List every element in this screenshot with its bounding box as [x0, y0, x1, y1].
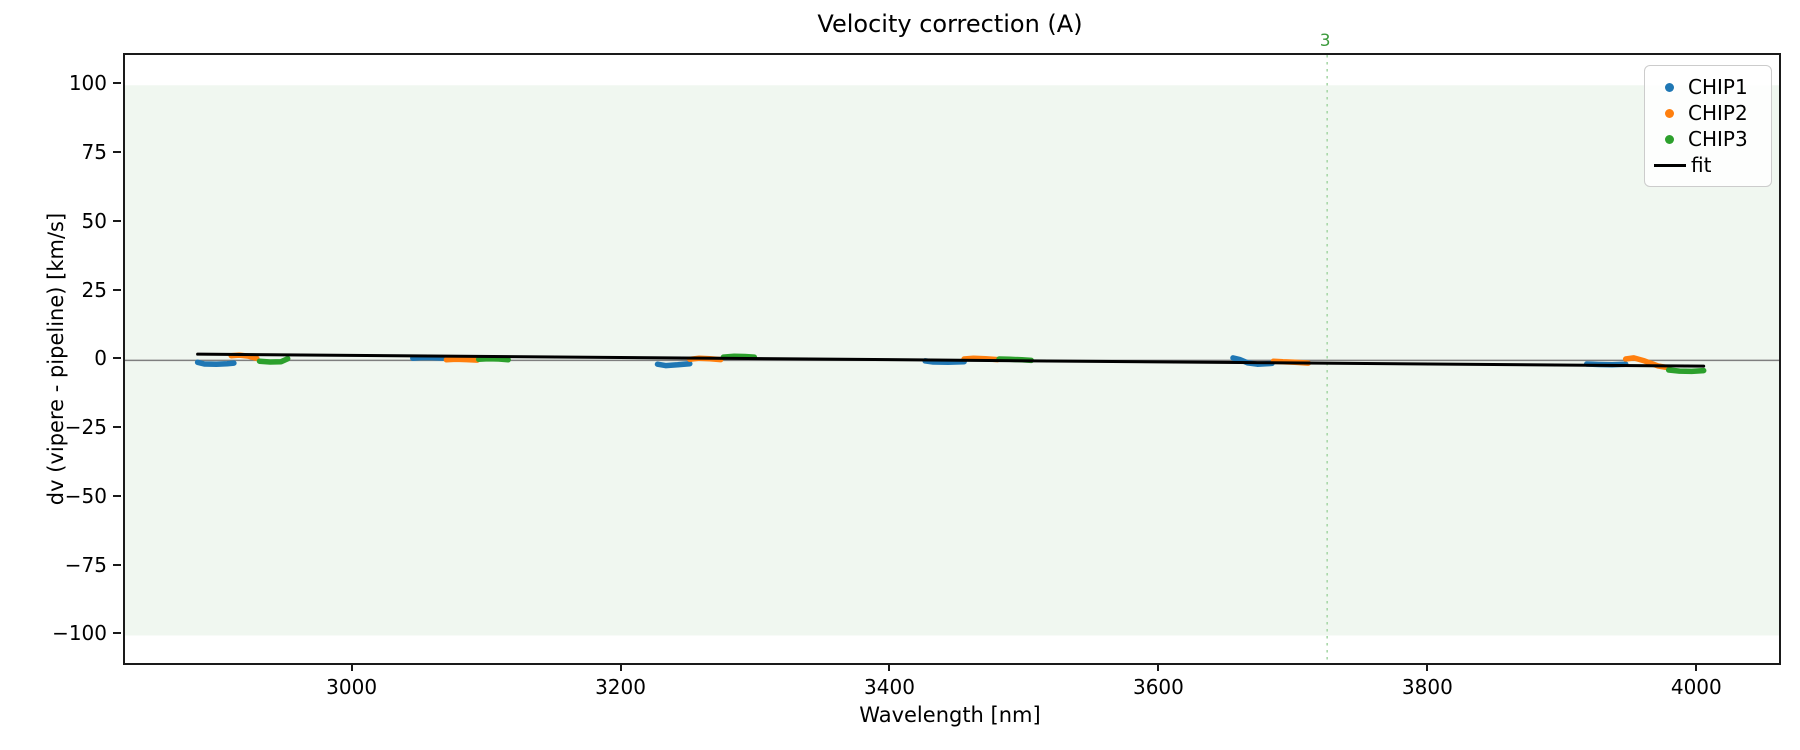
scatter-cluster-chip1	[410, 354, 448, 361]
legend-label: CHIP1	[1688, 75, 1748, 99]
scatter-cluster-chip3	[475, 355, 511, 363]
y-tick-mark	[113, 82, 121, 85]
legend-item-chip3: CHIP3	[1653, 126, 1761, 152]
y-tick-mark	[113, 151, 121, 154]
y-tick-mark	[113, 632, 121, 635]
y-tick-mark	[113, 288, 121, 291]
fit-line	[196, 352, 1706, 368]
y-tick-label: 100	[68, 71, 107, 96]
chart-title: Velocity correction (A)	[817, 10, 1083, 38]
y-tick-label: 0	[94, 346, 107, 371]
x-tick-mark	[1695, 663, 1698, 671]
plot-area: CHIP1 CHIP2 CHIP3 fit	[123, 53, 1781, 665]
legend-dot-marker	[1665, 108, 1674, 118]
y-tick-mark	[113, 563, 121, 566]
x-axis-label: Wavelength [nm]	[859, 703, 1041, 727]
y-tick-mark	[113, 357, 121, 360]
plot-canvas	[125, 55, 1779, 663]
x-tick-label: 3200	[595, 675, 646, 699]
legend-item-chip2: CHIP2	[1653, 100, 1761, 126]
x-tick-mark	[350, 663, 353, 671]
y-tick-label: −75	[64, 552, 107, 577]
legend-dot-marker	[1665, 134, 1674, 144]
y-tick-label: 50	[81, 208, 107, 233]
y-tick-label: −50	[64, 483, 107, 508]
y-tick-label: −25	[64, 415, 107, 440]
legend-label: CHIP2	[1688, 101, 1748, 125]
legend-item-chip1: CHIP1	[1653, 74, 1761, 100]
legend-dot-marker	[1665, 82, 1674, 92]
scatter-cluster-chip1	[654, 360, 693, 369]
legend-line-marker	[1654, 163, 1686, 167]
x-tick-label: 3400	[864, 675, 915, 699]
x-tick-label: 3600	[1132, 675, 1184, 699]
y-tick-mark	[113, 219, 121, 222]
legend-label: fit	[1691, 153, 1712, 177]
legend: CHIP1 CHIP2 CHIP3 fit	[1644, 65, 1772, 187]
x-tick-mark	[888, 663, 891, 671]
x-tick-mark	[1157, 663, 1160, 671]
y-tick-label: 25	[81, 277, 107, 302]
scatter-cluster-chip3	[1665, 367, 1707, 375]
x-tick-mark	[1426, 663, 1429, 671]
x-tick-label: 4000	[1670, 675, 1722, 699]
scatter-cluster-chip2	[443, 356, 481, 363]
y-tick-label: −100	[52, 621, 107, 646]
x-tick-label: 3800	[1401, 675, 1453, 699]
scatter-cluster-chip3	[256, 355, 291, 365]
vline-annotation-label: 3	[1319, 31, 1331, 51]
y-tick-mark	[113, 494, 121, 497]
legend-item-fit: fit	[1653, 152, 1761, 178]
legend-label: CHIP3	[1688, 127, 1748, 151]
x-tick-label: 3000	[326, 675, 378, 699]
y-tick-label: 75	[81, 140, 107, 165]
scatter-cluster-chip3	[720, 353, 758, 360]
scatter-cluster-chip1	[194, 359, 237, 367]
x-tick-mark	[619, 663, 622, 671]
y-tick-mark	[113, 426, 121, 429]
